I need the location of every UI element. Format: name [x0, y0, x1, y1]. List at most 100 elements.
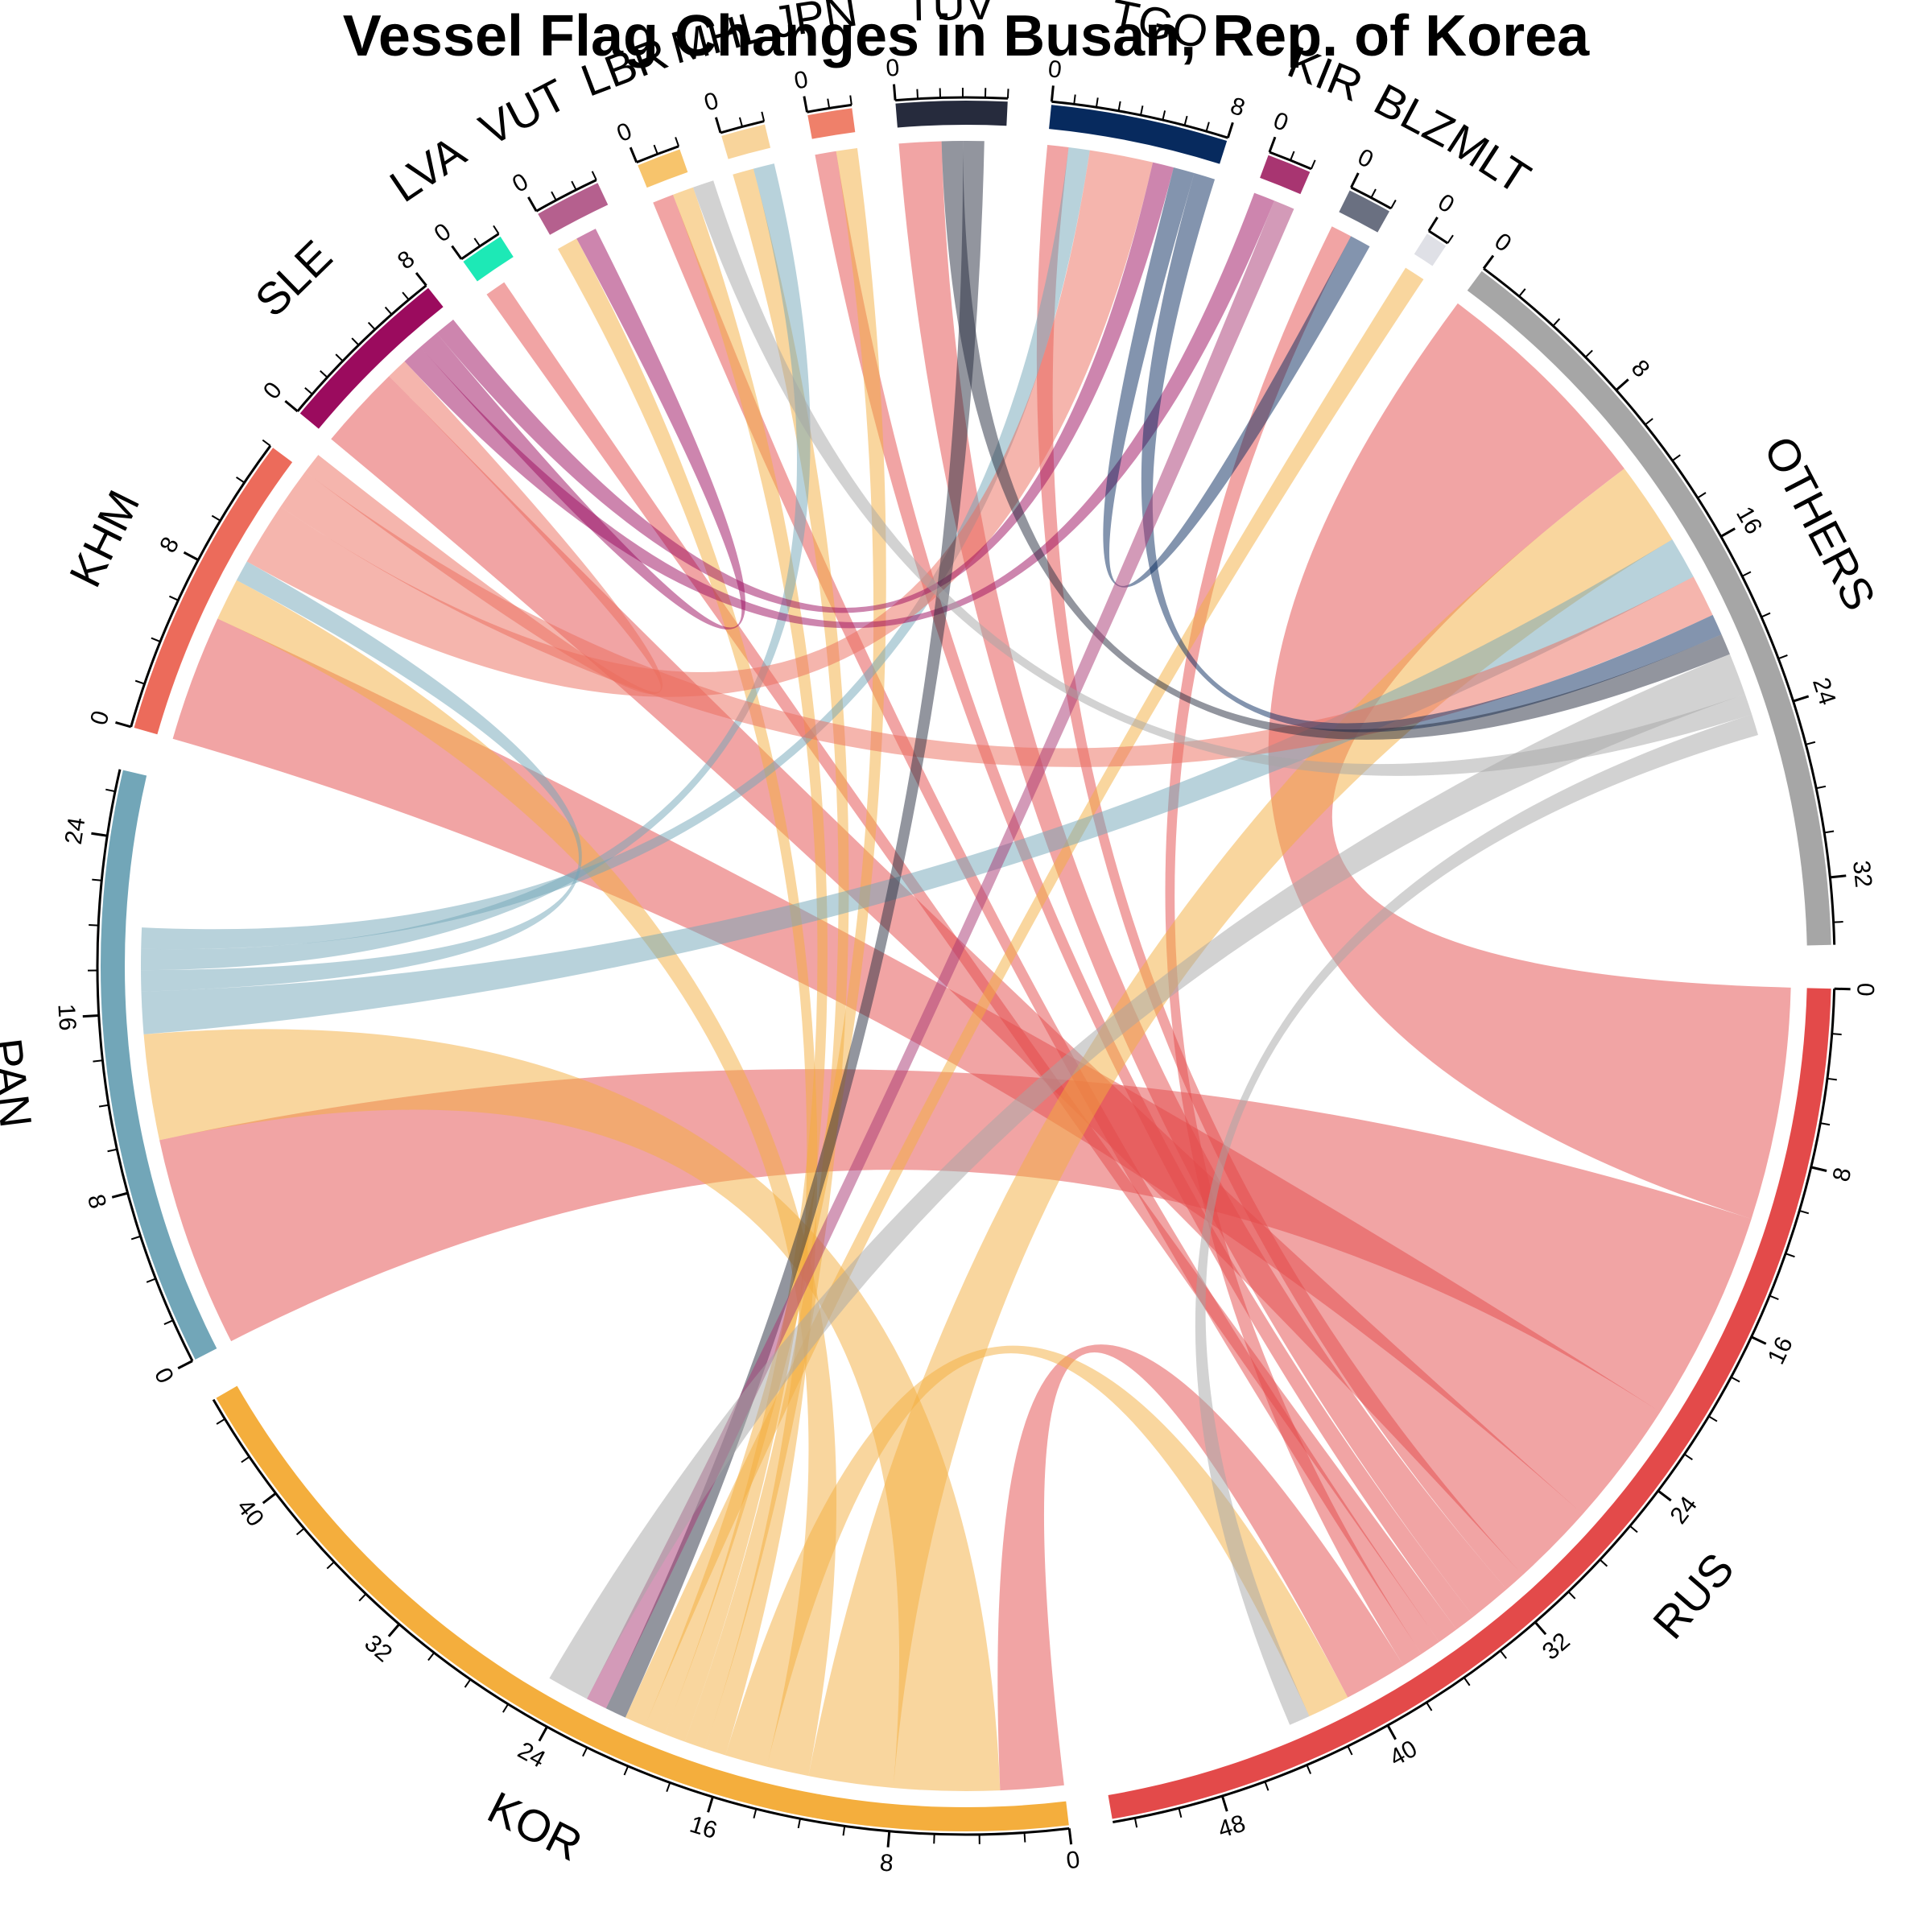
sector-label-others: OTHERS	[1754, 428, 1885, 618]
tick-mark	[538, 1726, 548, 1742]
tick-label: 32	[1538, 1628, 1575, 1666]
tick-mark	[1534, 1621, 1547, 1636]
tick-mark	[427, 1652, 436, 1662]
tick-mark	[130, 1235, 141, 1241]
tick-mark	[1205, 122, 1210, 132]
tick-mark	[1761, 612, 1771, 618]
sector-label-jpn: JPN	[769, 0, 861, 47]
tick-mark	[1482, 254, 1495, 270]
sector-label-khm: KHM	[60, 482, 150, 594]
tick-mark	[236, 476, 246, 484]
tick-mark	[320, 369, 328, 378]
tick-mark	[1751, 1335, 1767, 1345]
tick-mark	[842, 1826, 846, 1836]
tick-mark	[707, 1796, 714, 1813]
tick-mark	[1824, 830, 1835, 834]
tick-mark	[753, 1808, 758, 1818]
tick-mark	[473, 237, 481, 247]
tick-mark	[107, 1148, 118, 1153]
tick-mark	[1683, 1453, 1693, 1461]
chord-tgo-to-others	[1141, 173, 1722, 733]
tick-mark	[797, 1818, 801, 1829]
chart-title: Vessel Flag Changes in Busan, Rep. of Ko…	[342, 4, 1590, 68]
tick-label: 0	[258, 377, 287, 404]
tick-mark	[827, 98, 831, 109]
tick-mark	[326, 1561, 335, 1570]
tick-label: 16	[687, 1811, 720, 1844]
tick-mark	[1657, 1489, 1672, 1502]
tick-mark	[93, 1059, 103, 1063]
sector-lbr: 0 LBR	[574, 27, 688, 188]
tick-mark	[1023, 1832, 1026, 1843]
sector-label-tgo: TGO	[1107, 0, 1213, 58]
tick-label: 8	[155, 533, 184, 557]
tick-mark	[1073, 94, 1076, 105]
sector-label-lva: LVA	[381, 126, 475, 212]
sector-band-lbr	[638, 149, 688, 188]
tick-mark	[714, 117, 722, 134]
tick-mark	[183, 551, 199, 561]
tick-mark	[1793, 695, 1810, 703]
tick-mark	[451, 245, 463, 260]
tick-mark	[387, 1623, 401, 1637]
tick-mark	[675, 137, 680, 147]
tick-mark	[591, 171, 597, 181]
chord-kor-to-others	[808, 469, 1673, 1788]
tick-label: 40	[1385, 1736, 1422, 1772]
sector-axis-tuv	[894, 96, 1009, 102]
tick-label: 0	[508, 168, 533, 198]
chords-layer	[140, 141, 1791, 1791]
tick-label: 32	[1847, 859, 1876, 889]
sector-pan: 0 8 16 24 PAN	[0, 769, 217, 1388]
tick-mark	[1386, 1724, 1397, 1740]
tick-mark	[91, 832, 108, 837]
sector-axis-others	[1483, 267, 1836, 945]
tick-mark	[335, 353, 344, 362]
tick-label: 16	[1731, 502, 1767, 539]
tick-mark	[1697, 492, 1707, 499]
tick-mark	[151, 637, 161, 642]
tick-label: 8	[1626, 355, 1655, 382]
tick-mark	[1140, 105, 1144, 116]
tick-mark	[1095, 97, 1099, 108]
chord-rus-to-khm	[172, 618, 1661, 1514]
sector-band-blz	[1339, 190, 1389, 233]
tick-mark	[1310, 159, 1316, 170]
tick-label: 24	[514, 1737, 550, 1773]
tick-mark	[666, 1782, 671, 1793]
sector-label-sle: SLE	[246, 230, 342, 326]
tick-mark	[849, 95, 852, 105]
tick-mark	[1629, 1525, 1638, 1534]
sector-band-kor	[216, 1385, 1069, 1831]
tick-mark	[216, 1418, 225, 1425]
tick-mark	[1347, 1745, 1353, 1756]
tick-label: 0	[149, 1364, 179, 1388]
tick-mark	[1552, 318, 1561, 327]
sector-label-mhl: MHL	[666, 0, 770, 73]
tick-label: 0	[1489, 228, 1516, 257]
sector-label-tuv: TUV	[905, 0, 997, 31]
chord-kor-to-rus	[725, 1345, 1348, 1767]
tick-mark	[1720, 527, 1736, 538]
tick-mark	[1741, 571, 1752, 577]
tick-mark	[262, 1492, 277, 1505]
tick-label: 0	[1269, 107, 1291, 137]
tick-mark	[738, 117, 743, 127]
tick-label: 8	[82, 1191, 111, 1212]
sector-band-vut	[538, 183, 609, 235]
sector-axis-pan	[96, 769, 194, 1362]
tick-mark	[211, 514, 221, 522]
tick-mark	[1390, 200, 1397, 209]
tick-mark	[304, 386, 313, 395]
sector-label-vut: VUT	[472, 68, 575, 155]
tick-mark	[1833, 921, 1843, 923]
tick-label: 0	[85, 708, 114, 728]
sector-axis-rus	[1113, 989, 1836, 1823]
sector-axis-kor	[212, 1398, 1070, 1836]
tick-mark	[761, 111, 766, 122]
tick-label: 0	[1353, 144, 1377, 174]
sector-axis-sle	[296, 284, 427, 412]
sector-band-tuv	[895, 101, 1008, 128]
